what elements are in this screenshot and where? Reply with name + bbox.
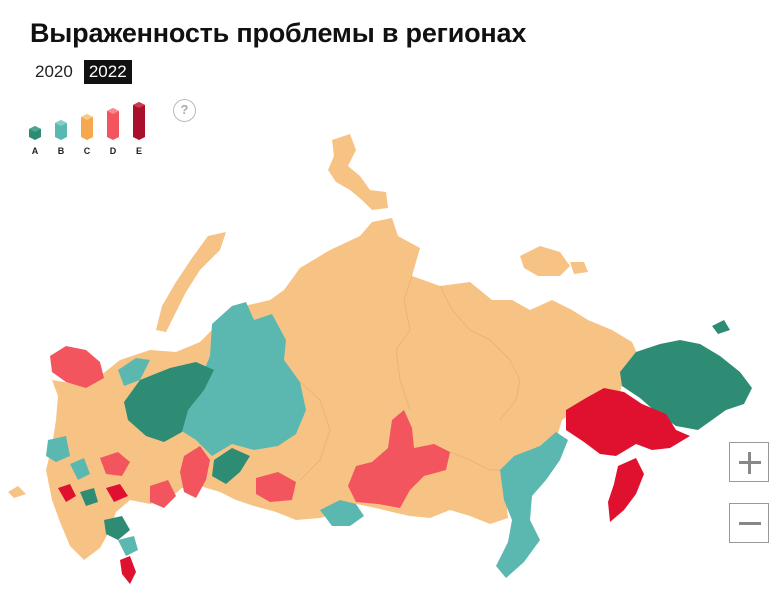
- legend: A B C D E: [26, 96, 148, 156]
- region-arctic-island-north[interactable]: [328, 134, 388, 210]
- level-e-icon: [133, 102, 145, 140]
- region-borders: [299, 275, 521, 481]
- region-small-island[interactable]: [570, 262, 588, 274]
- region-teal-2[interactable]: [70, 458, 90, 480]
- region-novaya-zemlya[interactable]: [156, 232, 226, 332]
- region-small-island-east[interactable]: [712, 320, 730, 334]
- level-b-icon: [55, 120, 67, 140]
- help-button[interactable]: ?: [173, 99, 196, 122]
- region-komi[interactable]: [180, 302, 306, 456]
- region-moscow-area[interactable]: [58, 484, 76, 502]
- region-amur[interactable]: [496, 432, 568, 578]
- region-kurgan[interactable]: [256, 472, 296, 502]
- region-red-2[interactable]: [106, 484, 128, 502]
- legend-label-b: B: [57, 146, 65, 156]
- regions-map[interactable]: [0, 120, 780, 608]
- region-teal-1[interactable]: [46, 436, 70, 462]
- region-kamchatka[interactable]: [608, 458, 644, 522]
- region-karelia[interactable]: [118, 358, 150, 386]
- region-murmansk[interactable]: [50, 346, 104, 388]
- year-switcher: 2020 2022: [30, 60, 132, 84]
- year-tab-2020[interactable]: 2020: [35, 62, 73, 81]
- region-irkutsk[interactable]: [348, 410, 450, 508]
- region-tyumen[interactable]: [212, 448, 250, 484]
- legend-item-c: C: [78, 108, 96, 156]
- region-dark-teal-south[interactable]: [104, 516, 130, 540]
- legend-label-e: E: [135, 146, 142, 156]
- region-teal-4[interactable]: [118, 536, 138, 556]
- legend-item-b: B: [52, 114, 70, 156]
- region-kaliningrad[interactable]: [8, 486, 26, 498]
- year-tab-2022[interactable]: 2022: [83, 60, 132, 84]
- zoom-in-button[interactable]: [729, 442, 769, 482]
- legend-label-c: C: [83, 146, 91, 156]
- legend-label-a: A: [31, 146, 39, 156]
- level-a-icon: [29, 126, 41, 140]
- region-red-3[interactable]: [150, 480, 176, 508]
- zoom-out-button[interactable]: [729, 503, 769, 543]
- region-red-south[interactable]: [120, 556, 136, 584]
- region-teal-3[interactable]: [80, 488, 98, 506]
- level-c-icon: [81, 114, 93, 140]
- region-altai[interactable]: [320, 500, 364, 526]
- legend-label-d: D: [109, 146, 117, 156]
- legend-item-d: D: [104, 102, 122, 156]
- legend-item-e: E: [130, 96, 148, 156]
- level-d-icon: [107, 108, 119, 140]
- region-central-red[interactable]: [100, 452, 130, 476]
- region-chukotka[interactable]: [620, 340, 752, 430]
- region-volga-red[interactable]: [180, 446, 210, 498]
- region-magadan[interactable]: [566, 388, 690, 456]
- page-title: Выраженность проблемы в регионах: [30, 18, 527, 48]
- region-arkhangelsk[interactable]: [124, 362, 214, 442]
- legend-item-a: A: [26, 120, 44, 156]
- region-far-islands[interactable]: [520, 246, 570, 276]
